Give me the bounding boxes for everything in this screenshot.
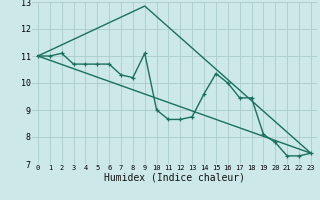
X-axis label: Humidex (Indice chaleur): Humidex (Indice chaleur) [104,173,245,183]
